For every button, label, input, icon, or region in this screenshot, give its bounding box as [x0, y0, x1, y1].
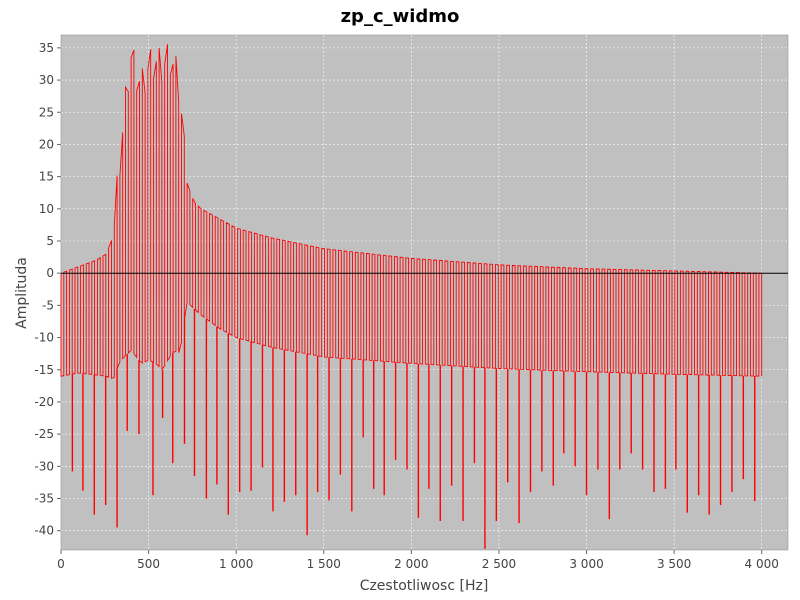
x-tick-label: 3 000: [569, 557, 603, 571]
y-tick-label: -40: [34, 524, 54, 538]
y-tick-label: 15: [39, 170, 54, 184]
y-tick-label: 20: [39, 137, 54, 151]
y-tick-label: 30: [39, 73, 54, 87]
y-axis-label: Amplituda: [14, 257, 30, 329]
y-tick-label: 0: [46, 266, 54, 280]
y-tick-label: 5: [46, 234, 54, 248]
x-tick-label: 3 500: [657, 557, 691, 571]
y-tick-label: -35: [34, 492, 54, 506]
y-tick-label: -15: [34, 363, 54, 377]
x-tick-label: 500: [137, 557, 160, 571]
chart-title: zp_c_widmo: [341, 6, 460, 27]
x-tick-label: 1 000: [219, 557, 253, 571]
y-tick-label: -20: [34, 395, 54, 409]
y-tick-label: 10: [39, 202, 54, 216]
x-axis-label: Czestotliwosc [Hz]: [360, 578, 489, 594]
x-tick-label: 0: [57, 557, 65, 571]
y-tick-label: -25: [34, 427, 54, 441]
x-tick-label: 2 000: [394, 557, 428, 571]
y-tick-label: 35: [39, 41, 54, 55]
x-tick-label: 4 000: [745, 557, 779, 571]
series-lines: [60, 44, 763, 549]
y-tick-label: 25: [39, 105, 54, 119]
x-tick-label: 1 500: [307, 557, 341, 571]
y-tick-label: -10: [34, 331, 54, 345]
x-axis: 0 500 1 000 1 500 2 000 2 500 3 000 3 500 4 000: [57, 550, 779, 571]
x-tick-label: 2 500: [482, 557, 516, 571]
y-tick-label: -30: [34, 459, 54, 473]
y-tick-label: -5: [42, 298, 54, 312]
spectrum-line: [60, 44, 763, 380]
y-axis: 35 30 25 20 15 10 5 0 -5 -10 -15 -20 -25 -30 -35 -40: [34, 41, 61, 538]
